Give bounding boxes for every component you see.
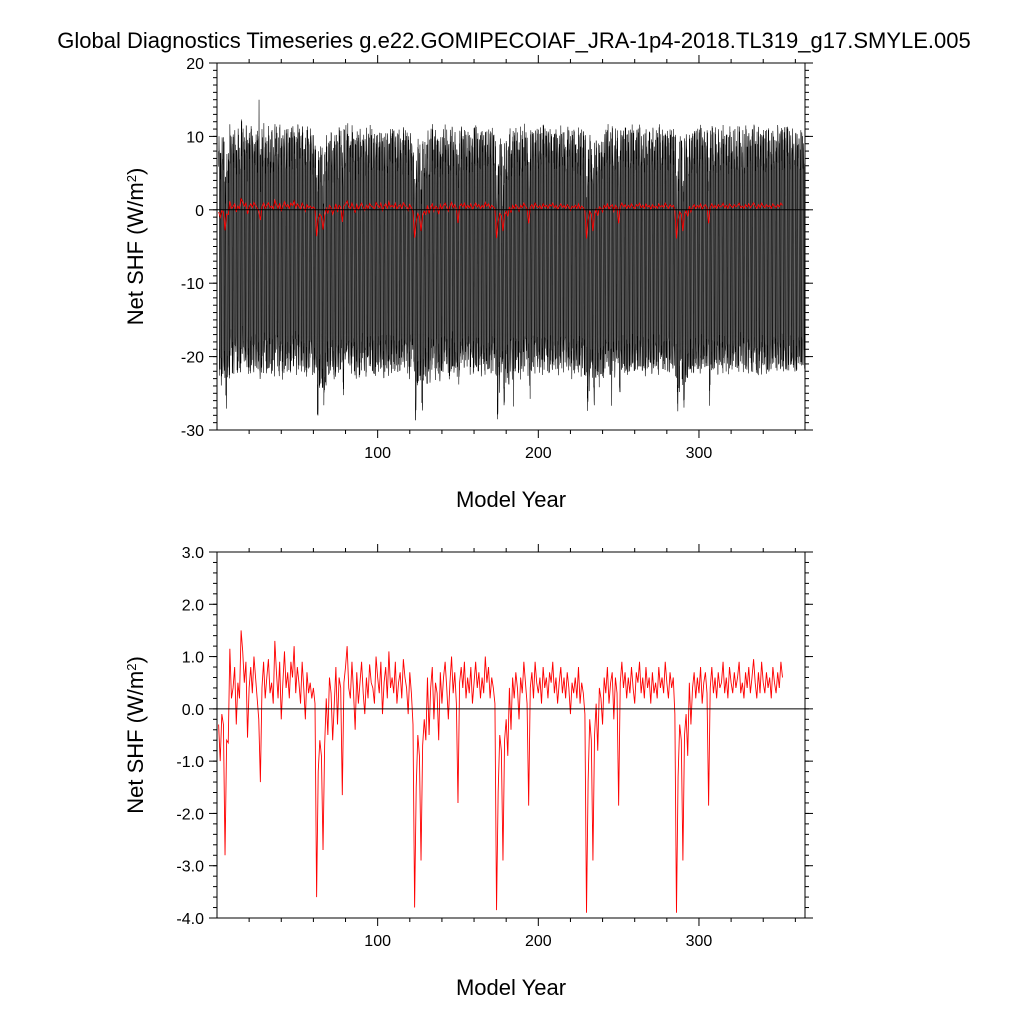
top-ticks: 100 200 300 -30 -20 -10 0 10 20 [181, 55, 813, 462]
bottom-x-axis-title: Model Year [456, 975, 566, 1000]
y-tick-label: 2.0 [182, 597, 204, 614]
x-tick-label: 100 [364, 933, 391, 950]
y-tick-label: 10 [186, 129, 204, 146]
y-tick-label: -3.0 [176, 859, 204, 876]
y-tick-label: 3.0 [182, 545, 204, 562]
bottom-plot-area [218, 630, 783, 913]
panel-top: 100 200 300 -30 -20 -10 0 10 20 Model Year Net S… [123, 55, 813, 512]
figure-title: Global Diagnostics Timeseries g.e22.GOMI… [57, 28, 970, 53]
y-tick-label: -2.0 [176, 806, 204, 823]
top-y-axis-title: Net SHF (W/m2) [123, 168, 148, 326]
top-x-axis-title: Model Year [456, 487, 566, 512]
x-tick-label: 300 [686, 445, 713, 462]
series-line-monthly [218, 99, 806, 421]
y-tick-label: 20 [186, 56, 204, 73]
x-tick-label: 300 [686, 933, 713, 950]
panel-bottom: 100 200 300 -4.0 -3.0 -2.0 -1.0 0.0 1.0 2.0 3.0 Mo… [123, 544, 813, 1000]
y-tick-label: 0.0 [182, 702, 204, 719]
y-tick-label: -30 [181, 423, 204, 440]
bottom-ticks: 100 200 300 -4.0 -3.0 -2.0 -1.0 0.0 1.0 2.0 3.0 [176, 544, 813, 950]
y-tick-label: 0 [195, 203, 204, 220]
y-tick-label: -20 [181, 350, 204, 367]
series-line-annual [218, 630, 783, 913]
x-tick-label: 200 [525, 933, 552, 950]
y-tick-label: -4.0 [176, 911, 204, 928]
bottom-y-axis-title: Net SHF (W/m2) [123, 656, 148, 814]
top-plot-area [218, 99, 806, 421]
series-line-annual [218, 197, 783, 239]
bottom-plot-frame [216, 551, 806, 919]
x-tick-label: 200 [525, 445, 552, 462]
x-tick-label: 100 [364, 445, 391, 462]
y-tick-label: 1.0 [182, 650, 204, 667]
y-tick-label: -1.0 [176, 754, 204, 771]
y-tick-label: -10 [181, 276, 204, 293]
